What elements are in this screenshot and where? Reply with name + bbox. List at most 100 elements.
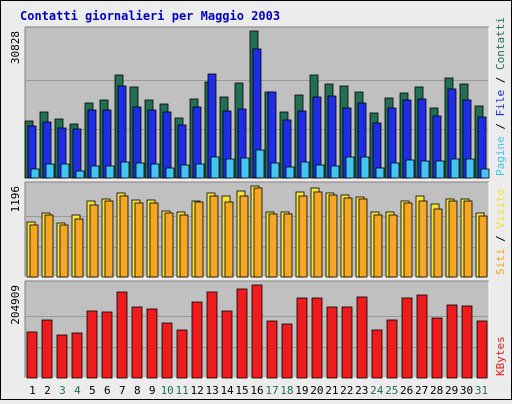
bar-siti-12 bbox=[194, 201, 204, 278]
bar-siti-18 bbox=[283, 213, 293, 278]
bar-kbytes-3 bbox=[56, 334, 68, 379]
x-tick-label-28: 28 bbox=[430, 384, 443, 397]
bar-kbytes-29 bbox=[446, 304, 458, 379]
bar-siti-1 bbox=[29, 224, 39, 278]
bar-siti-17 bbox=[268, 213, 278, 278]
bar-siti-16 bbox=[253, 187, 263, 278]
bar-kbytes-1 bbox=[26, 331, 38, 379]
bar-siti-5 bbox=[89, 204, 99, 278]
series-label-middle-1: / bbox=[494, 229, 507, 249]
bar-contatti-24 bbox=[375, 167, 385, 179]
bar-siti-19 bbox=[298, 195, 308, 278]
series-label-middle-2: Visite bbox=[494, 189, 507, 229]
bar-siti-10 bbox=[164, 212, 174, 278]
x-tick-label-3: 3 bbox=[59, 384, 66, 397]
x-tick-label-9: 9 bbox=[149, 384, 156, 397]
series-labels-top: Pagine / File / Contatti bbox=[494, 17, 507, 176]
x-tick-label-11: 11 bbox=[176, 384, 189, 397]
x-tick-label-31: 31 bbox=[475, 384, 488, 397]
bar-kbytes-16 bbox=[251, 284, 263, 379]
bar-kbytes-24 bbox=[371, 329, 383, 379]
x-tick-label-15: 15 bbox=[235, 384, 248, 397]
bar-kbytes-12 bbox=[191, 301, 203, 379]
x-tick-label-6: 6 bbox=[104, 384, 111, 397]
bar-contatti-8 bbox=[135, 162, 145, 179]
bar-contatti-22 bbox=[345, 156, 355, 179]
bar-siti-27 bbox=[418, 200, 428, 278]
x-tick-label-8: 8 bbox=[134, 384, 141, 397]
y-max-label-top: 30828 bbox=[9, 31, 22, 64]
bar-siti-11 bbox=[179, 214, 189, 278]
bar-siti-30 bbox=[463, 200, 473, 278]
bar-kbytes-23 bbox=[356, 296, 368, 379]
bar-contatti-17 bbox=[270, 162, 280, 179]
x-tick-label-22: 22 bbox=[340, 384, 353, 397]
chart-title: Contatti giornalieri per Maggio 2003 bbox=[20, 9, 280, 23]
bar-siti-15 bbox=[239, 195, 249, 278]
bar-contatti-29 bbox=[450, 158, 460, 179]
bar-kbytes-22 bbox=[341, 306, 353, 379]
bar-contatti-21 bbox=[330, 165, 340, 179]
x-tick-label-29: 29 bbox=[445, 384, 458, 397]
bar-kbytes-6 bbox=[101, 311, 113, 379]
bar-contatti-20 bbox=[315, 164, 325, 179]
bar-siti-23 bbox=[358, 198, 368, 278]
x-tick-label-16: 16 bbox=[250, 384, 263, 397]
bar-contatti-1 bbox=[30, 168, 40, 179]
bar-kbytes-10 bbox=[161, 322, 173, 379]
series-label-top-3: / bbox=[494, 70, 507, 90]
x-tick-label-7: 7 bbox=[119, 384, 126, 397]
panel-top: 30828 Pagine / File / Contatti bbox=[9, 17, 507, 179]
x-tick-label-12: 12 bbox=[191, 384, 204, 397]
x-tick-label-21: 21 bbox=[325, 384, 338, 397]
series-label-bottom-0: KBytes bbox=[494, 336, 507, 376]
bar-contatti-6 bbox=[105, 165, 115, 179]
bar-siti-4 bbox=[74, 218, 84, 278]
bar-contatti-12 bbox=[195, 163, 205, 179]
bar-contatti-31 bbox=[480, 168, 490, 179]
y-max-label-bottom: 204909 bbox=[9, 285, 22, 325]
bar-contatti-10 bbox=[165, 167, 175, 179]
bar-contatti-25 bbox=[390, 162, 400, 179]
bar-siti-7 bbox=[119, 195, 129, 278]
x-tick-label-13: 13 bbox=[205, 384, 218, 397]
bar-siti-24 bbox=[373, 214, 383, 278]
bar-kbytes-25 bbox=[386, 319, 398, 379]
x-tick-label-19: 19 bbox=[295, 384, 308, 397]
x-tick-label-17: 17 bbox=[265, 384, 278, 397]
bar-siti-2 bbox=[44, 214, 54, 278]
bar-contatti-19 bbox=[300, 161, 310, 179]
panel-bottom: 204909 KBytes bbox=[9, 280, 507, 379]
bar-siti-3 bbox=[59, 224, 69, 278]
panel-middle: 1196 Siti / Visite bbox=[9, 181, 507, 278]
bar-contatti-27 bbox=[420, 160, 430, 179]
bar-kbytes-18 bbox=[281, 323, 293, 379]
series-label-top-1: / bbox=[494, 116, 507, 136]
x-tick-label-26: 26 bbox=[400, 384, 413, 397]
bar-siti-25 bbox=[388, 214, 398, 278]
series-label-top-0: Pagine bbox=[494, 136, 507, 176]
bar-kbytes-28 bbox=[431, 317, 443, 379]
x-tick-label-30: 30 bbox=[460, 384, 473, 397]
bar-contatti-3 bbox=[60, 163, 70, 179]
x-tick-label-2: 2 bbox=[44, 384, 51, 397]
bar-kbytes-19 bbox=[296, 297, 308, 379]
bar-kbytes-15 bbox=[236, 288, 248, 379]
bar-siti-31 bbox=[478, 215, 488, 278]
bar-contatti-4 bbox=[75, 170, 85, 179]
series-labels-middle: Siti / Visite bbox=[494, 189, 507, 275]
bar-kbytes-26 bbox=[401, 297, 413, 379]
series-label-top-4: Contatti bbox=[494, 17, 507, 70]
x-tick-label-25: 25 bbox=[385, 384, 398, 397]
bar-kbytes-30 bbox=[461, 305, 473, 379]
bar-contatti-26 bbox=[405, 159, 415, 179]
x-tick-label-1: 1 bbox=[29, 384, 36, 397]
series-labels-bottom: KBytes bbox=[494, 336, 507, 376]
bar-siti-20 bbox=[313, 191, 323, 278]
bar-siti-21 bbox=[328, 194, 338, 278]
bar-contatti-5 bbox=[90, 165, 100, 179]
bar-contatti-13 bbox=[210, 156, 220, 179]
bar-contatti-23 bbox=[360, 156, 370, 179]
